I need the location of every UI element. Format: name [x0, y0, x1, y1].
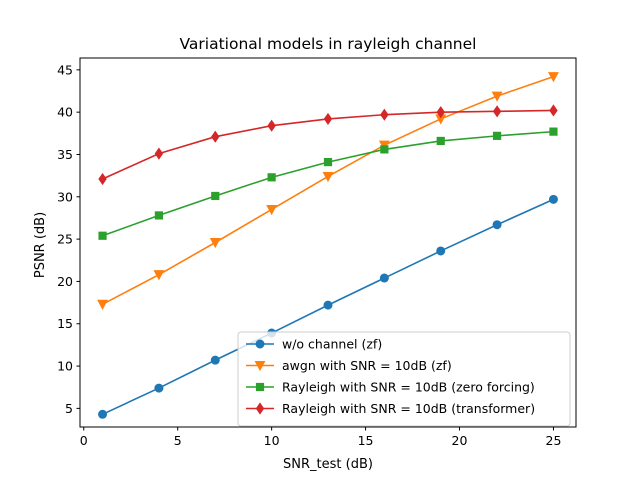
data-point-s2-1	[97, 299, 108, 310]
legend-label-1: w/o channel (zf)	[282, 337, 382, 352]
y-tick-label: 15	[57, 316, 73, 331]
data-point-s4-6	[380, 108, 389, 121]
data-point-s4-7	[436, 106, 445, 119]
data-point-s2-8	[491, 91, 503, 102]
data-point-s4-9	[549, 104, 558, 117]
legend-marker-1	[255, 339, 265, 349]
data-point-s1-6	[379, 273, 389, 283]
legend-marker-2	[254, 361, 266, 372]
legend: w/o channel (zf) awgn with SNR = 10dB (zf…	[237, 331, 571, 427]
legend-label-2: awgn with SNR = 10dB (zf)	[282, 358, 452, 373]
data-point-s3-2	[154, 211, 164, 220]
x-axis-label: SNR_test (dB)	[283, 457, 373, 472]
data-point-s2-3	[209, 238, 221, 249]
data-point-s2-9	[548, 72, 559, 83]
data-point-s2-4	[266, 204, 278, 216]
data-point-s1-1	[98, 409, 108, 419]
data-point-s1-3	[210, 355, 220, 365]
y-tick-label: 30	[57, 189, 73, 204]
legend-marker-4	[255, 402, 265, 415]
x-tick-label: 15	[358, 433, 374, 448]
data-point-s1-8	[492, 220, 502, 230]
y-tick-label: 20	[57, 274, 73, 289]
data-point-s3-8	[492, 131, 502, 140]
y-tick-label: 5	[65, 401, 73, 416]
series-line-3	[102, 130, 554, 237]
data-point-s3-7	[436, 136, 445, 146]
data-point-s3-9	[549, 127, 558, 136]
x-tick-label: 0	[80, 433, 88, 448]
legend-box	[237, 331, 571, 427]
x-tick-label: 10	[264, 433, 280, 448]
data-point-s1-2	[154, 383, 164, 393]
data-point-s1-7	[436, 246, 446, 256]
legend-label-3: Rayleigh with SNR = 10dB (zero forcing)	[282, 380, 535, 395]
data-point-s4-1	[98, 172, 107, 186]
y-tick-label: 10	[57, 359, 73, 374]
x-tick-label: 20	[452, 433, 468, 448]
legend-marker-3	[255, 382, 265, 392]
y-tick-label: 45	[57, 62, 73, 77]
data-point-s2-2	[153, 270, 165, 281]
data-point-s3-1	[98, 231, 107, 240]
y-tick-label: 25	[57, 232, 73, 247]
data-point-s1-5	[323, 300, 333, 310]
data-point-s3-5	[323, 157, 333, 167]
plot-area: 0 5 10 15 20 25 5 10 15 20 25 30 35 40 45	[57, 57, 577, 448]
data-point-s4-5	[323, 112, 333, 126]
axes-frame	[79, 57, 577, 428]
data-point-s4-2	[154, 147, 164, 160]
y-tick-label: 40	[57, 105, 73, 120]
x-tick-label: 25	[546, 433, 562, 448]
data-point-s3-3	[211, 191, 220, 201]
data-point-s4-3	[211, 130, 220, 143]
y-tick-label: 35	[57, 147, 73, 162]
x-tick-label: 5	[174, 433, 182, 448]
y-axis-label: PSNR (dB)	[33, 212, 48, 278]
data-point-s3-6	[380, 145, 389, 154]
data-point-s1-9	[548, 194, 558, 204]
data-point-s4-8	[492, 105, 502, 118]
chart-title: Variational models in rayleigh channel	[180, 35, 477, 53]
data-point-s3-4	[267, 173, 276, 182]
data-point-s2-5	[322, 171, 334, 183]
data-point-s4-4	[267, 119, 276, 132]
legend-label-4: Rayleigh with SNR = 10dB (transformer)	[282, 401, 535, 416]
